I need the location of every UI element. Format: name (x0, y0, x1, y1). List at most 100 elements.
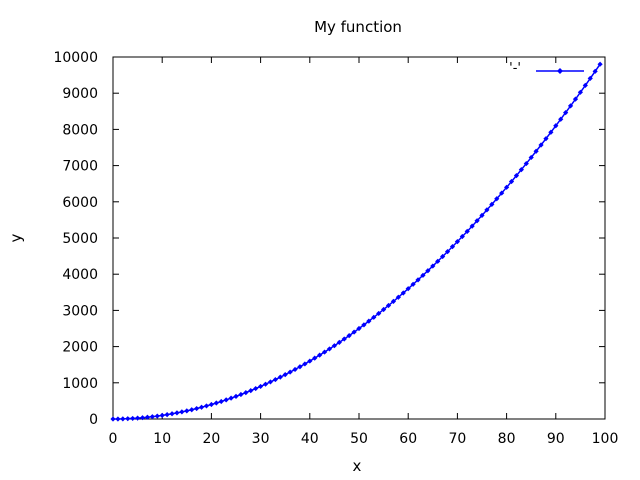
data-point (381, 306, 387, 313)
y-tick-label: 10000 (53, 50, 98, 66)
data-point (356, 325, 362, 332)
data-point (504, 184, 510, 190)
data-point (149, 414, 155, 420)
data-point (415, 277, 421, 283)
data-point (508, 178, 515, 185)
data-point (189, 407, 195, 413)
data-point (198, 404, 205, 410)
data-point (371, 314, 377, 320)
data-point (262, 381, 269, 387)
y-tick-label: 0 (89, 412, 98, 428)
data-point (543, 136, 549, 142)
y-axis-title: y (7, 233, 25, 242)
data-point (405, 286, 411, 292)
data-point (223, 397, 229, 403)
data-point (425, 268, 431, 274)
data-point (400, 290, 406, 296)
data-point (454, 239, 460, 245)
data-point (267, 379, 274, 385)
data-point (135, 415, 141, 421)
data-point (336, 339, 342, 346)
data-point (533, 148, 539, 154)
data-point (440, 253, 446, 260)
x-tick-label: 20 (202, 431, 220, 447)
data-point (479, 212, 485, 218)
x-tick-label: 50 (350, 431, 368, 447)
data-point (567, 103, 574, 109)
x-tick-label: 70 (448, 431, 466, 447)
data-point (307, 358, 313, 364)
x-tick-label: 30 (252, 431, 270, 447)
data-point (233, 393, 239, 399)
data-point (410, 281, 416, 287)
data-point (361, 322, 367, 328)
series-line (112, 63, 601, 420)
data-point (548, 129, 554, 135)
data-point (213, 400, 219, 406)
data-point (194, 405, 200, 412)
data-point (390, 298, 397, 304)
data-point (558, 116, 564, 122)
data-point (376, 310, 382, 317)
chart-title: My function (314, 18, 402, 36)
legend: '-' (509, 61, 584, 76)
data-point (430, 263, 436, 269)
data-point (572, 96, 579, 102)
data-point (282, 372, 288, 378)
data-point (523, 160, 529, 167)
data-point (494, 196, 500, 202)
data-point (341, 336, 347, 342)
data-point (563, 110, 569, 116)
data-point (184, 408, 190, 414)
data-point (582, 82, 588, 88)
data-point (346, 332, 352, 339)
legend-label: '-' (509, 61, 521, 76)
data-point (518, 167, 524, 173)
data-point (110, 416, 116, 422)
data-point (144, 414, 151, 420)
data-point (179, 409, 185, 415)
data-point (243, 390, 249, 396)
data-point (577, 89, 583, 95)
data-point (312, 355, 318, 361)
data-point (597, 61, 603, 67)
data-point (159, 412, 165, 418)
x-axis-title: x (353, 457, 362, 475)
data-point (464, 228, 470, 234)
x-tick-label: 90 (547, 431, 565, 447)
data-point (228, 395, 234, 401)
y-tick-label: 4000 (62, 267, 98, 283)
data-point (248, 388, 254, 394)
data-point (277, 374, 283, 380)
data-point (459, 233, 465, 240)
data-point (169, 411, 175, 417)
x-tick-label: 60 (399, 431, 417, 447)
data-point (130, 415, 136, 422)
y-axis: 0 1000 2000 3000 4000 5000 6000 7000 8000 9000 100… (53, 50, 605, 428)
data-point (297, 364, 303, 370)
data-point (449, 244, 456, 250)
y-tick-label: 8000 (62, 122, 98, 138)
x-axis: 0 10 20 30 40 50 60 70 80 90 100 (109, 57, 618, 447)
data-point (238, 391, 244, 398)
data-point (203, 403, 210, 409)
data-point (435, 258, 441, 264)
x-tick-label: 80 (498, 431, 516, 447)
data-point (326, 346, 333, 352)
data-point (484, 207, 490, 213)
data-point (553, 123, 559, 129)
data-point (538, 142, 544, 148)
data-point (513, 172, 520, 179)
y-tick-label: 7000 (62, 159, 98, 175)
data-point (164, 412, 170, 418)
y-tick-label: 6000 (62, 195, 98, 211)
data-point (139, 415, 146, 421)
data-point (174, 410, 180, 416)
y-tick-label: 9000 (62, 86, 98, 102)
data-point (587, 75, 593, 81)
data-point (444, 249, 451, 255)
data-point (321, 349, 328, 355)
data-point (292, 366, 298, 373)
x-tick-label: 0 (109, 431, 118, 447)
y-tick-label: 1000 (62, 376, 98, 392)
